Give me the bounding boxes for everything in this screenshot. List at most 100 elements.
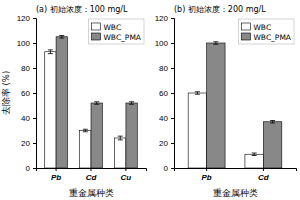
error-bar — [195, 92, 200, 95]
tick-label: 100 — [17, 39, 31, 48]
tick-mark — [206, 168, 207, 171]
legend-item: WBC_PMA — [241, 33, 291, 42]
tick: 0 — [26, 164, 36, 173]
tick-mark — [171, 143, 174, 144]
tick-mark — [91, 168, 92, 171]
plot-area — [45, 36, 138, 169]
tick-label: 0 — [164, 164, 169, 173]
tick-label: 60 — [159, 89, 168, 98]
legend-swatch — [91, 23, 100, 30]
tick-label: 40 — [159, 114, 168, 123]
tick: 80 — [21, 64, 36, 73]
tick-mark — [171, 93, 174, 94]
tick: 0 — [164, 164, 174, 173]
bar-series — [188, 92, 263, 168]
tick: 100 — [17, 39, 36, 48]
tick: 60 — [159, 89, 174, 98]
legend: WBCWBC_PMA — [88, 19, 144, 44]
error-bar — [270, 121, 275, 124]
bar — [91, 103, 102, 168]
error-bar — [94, 102, 99, 105]
legend: WBCWBC_PMA — [238, 19, 294, 44]
tick: 100 — [155, 39, 174, 48]
x-axis: Pb Cd — [175, 168, 297, 182]
tick-label: 60 — [21, 89, 30, 98]
x-label: 重金属种类 — [213, 188, 258, 198]
tick-mark — [171, 18, 174, 19]
plot-area — [188, 42, 282, 168]
tick-mark — [33, 143, 36, 144]
chart: 0 20 40 60 80 100 120 Pb Cd Cu (a) 初始浓度：100 mg/L 重金… — [0, 0, 300, 200]
tick: 80 — [159, 64, 174, 73]
tick-label: 0 — [26, 164, 31, 173]
tick-label: Cd — [258, 173, 270, 182]
axis-line — [37, 169, 147, 172]
tick: Cu — [121, 168, 132, 182]
tick-mark — [263, 168, 264, 171]
tick: 60 — [21, 89, 36, 98]
axis-line — [171, 19, 175, 169]
tick-mark — [125, 168, 126, 171]
tick-mark — [171, 68, 174, 69]
tick-label: 40 — [21, 114, 30, 123]
title: (a) 初始浓度：100 mg/L — [36, 5, 128, 14]
tick: 40 — [159, 114, 174, 123]
legend-label: WBC — [103, 23, 121, 32]
legend-frame — [238, 19, 294, 44]
error-bar — [129, 102, 134, 105]
title: (b) 初始浓度：200 mg/L — [174, 5, 266, 14]
tick-mark — [56, 168, 57, 171]
tick: 20 — [21, 139, 36, 148]
bar — [188, 93, 206, 168]
legend-swatch — [241, 33, 250, 40]
tick-label: 20 — [21, 139, 30, 148]
legend-label: WBC_PMA — [103, 33, 141, 42]
bar — [263, 122, 281, 168]
tick: 120 — [17, 14, 36, 23]
legend-item: WBC — [241, 23, 271, 32]
bar — [245, 154, 263, 168]
tick-mark — [33, 168, 36, 169]
bar-series — [207, 42, 282, 168]
axis-line — [175, 169, 297, 172]
error-bar — [118, 136, 123, 140]
tick-label: 80 — [159, 64, 168, 73]
tick-mark — [33, 118, 36, 119]
tick-mark — [171, 43, 174, 44]
bar — [56, 37, 67, 168]
error-bar — [252, 153, 257, 156]
error-bar — [83, 129, 88, 132]
tick-mark — [171, 118, 174, 119]
tick: 40 — [21, 114, 36, 123]
y-axis: 0 20 40 60 80 100 120 — [155, 14, 175, 173]
tick-label: Cu — [121, 173, 132, 182]
tick: 120 — [155, 14, 174, 23]
bar — [45, 52, 56, 168]
tick-label: 120 — [155, 14, 169, 23]
legend-label: WBC_PMA — [253, 33, 291, 42]
panel: 020406080100120PbCdCu(a) 初始浓度：100 mg/L重金… — [1, 5, 147, 198]
tick-mark — [171, 168, 174, 169]
tick-label: 80 — [21, 64, 30, 73]
tick-mark — [33, 43, 36, 44]
bar — [207, 43, 225, 168]
tick: Cd — [258, 168, 270, 182]
legend-item: WBC_PMA — [91, 33, 141, 42]
x-axis: Pb Cd Cu — [37, 168, 147, 182]
tick: 20 — [159, 139, 174, 148]
error-bar — [59, 36, 64, 39]
bar — [115, 138, 126, 168]
bar-series — [56, 36, 137, 169]
tick-mark — [33, 68, 36, 69]
tick-label: 100 — [155, 39, 169, 48]
tick: Pb — [202, 168, 212, 182]
bar — [80, 131, 91, 169]
legend-label: WBC — [253, 23, 271, 32]
legend-swatch — [241, 23, 250, 30]
axis-line — [33, 19, 37, 169]
tick-label: Pb — [51, 173, 61, 182]
error-bar — [48, 50, 53, 54]
tick-label: 120 — [17, 14, 31, 23]
tick-label: 20 — [159, 139, 168, 148]
tick-label: Cd — [86, 173, 98, 182]
